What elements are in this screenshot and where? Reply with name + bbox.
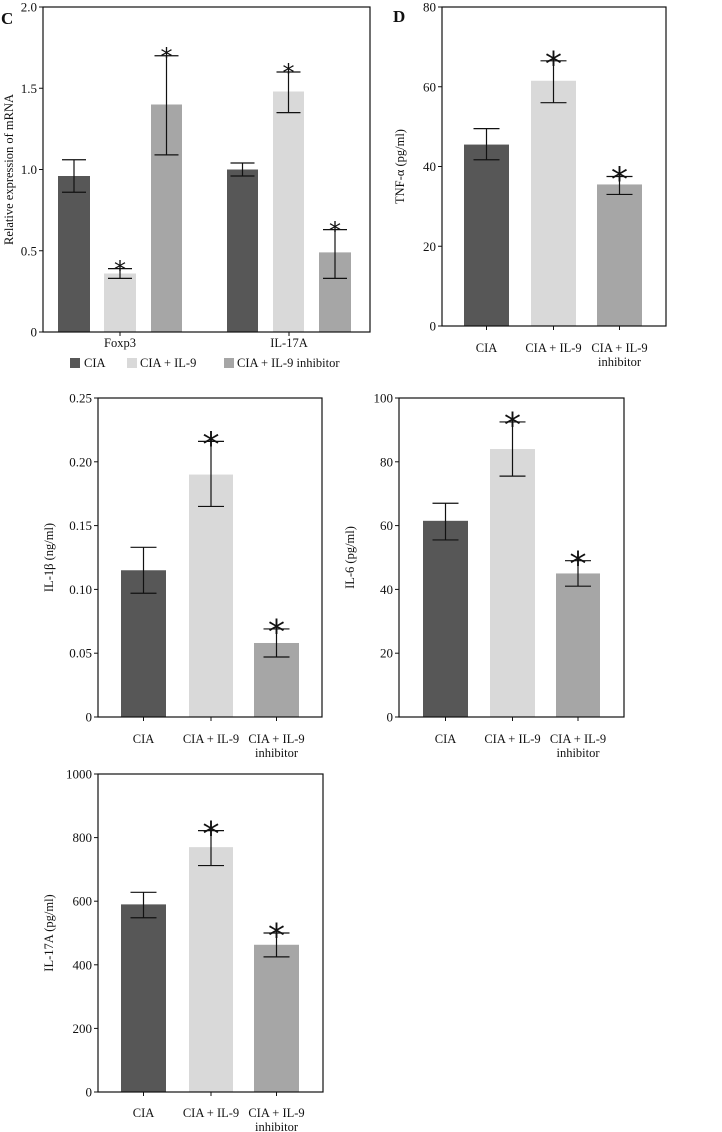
significance-marker: * [283,59,295,87]
x-tick-label: CIA + IL-9 [183,732,239,746]
x-tick-label: Foxp3 [104,336,136,350]
bar [254,944,299,1092]
significance-marker: * [329,217,341,245]
y-tick-label: 0 [86,1085,93,1100]
bar [104,273,136,332]
x-tick-label: CIA [476,341,498,355]
significance-marker: * [268,613,285,653]
plot-frame [97,773,324,1093]
x-tick-label: CIA + IL-9 [248,732,304,746]
legend-swatch [224,358,234,368]
chart-panel-3: CIA*CIA + IL-9*CIA + IL-9inhibitor020406… [343,391,625,760]
x-tick-label: IL-17A [270,336,308,350]
y-tick-label: 0 [387,710,394,725]
x-tick-label: CIA [133,732,155,746]
significance-marker: * [114,256,126,284]
plot-frame [97,397,323,718]
x-tick-label: CIA [133,1106,155,1120]
significance-marker: * [570,544,587,584]
y-tick-label: 60 [423,79,436,94]
bar [490,449,535,717]
y-tick-label: 1000 [66,767,92,782]
y-tick-label: 1.0 [21,162,37,177]
y-tick-label: 400 [73,957,93,972]
legend-label: CIA [84,356,106,370]
y-axis-label: IL-17A (pg/ml) [42,894,56,971]
x-tick-label: CIA + IL-9 [183,1106,239,1120]
legend-swatch [70,358,80,368]
x-tick-label: inhibitor [255,746,299,760]
bar [189,474,233,717]
y-tick-label: 0 [430,319,437,334]
x-tick-label: inhibitor [556,746,600,760]
y-tick-label: 0.15 [69,518,92,533]
x-tick-label: CIA [435,732,457,746]
bar [121,570,166,717]
legend-swatch [127,358,137,368]
panel-label: C [1,9,13,28]
plot-frame [398,397,625,718]
significance-marker: * [203,425,220,465]
y-tick-label: 60 [380,518,393,533]
x-tick-label: CIA + IL-9 [484,732,540,746]
x-tick-label: inhibitor [255,1120,299,1132]
bar [227,169,258,332]
bar [189,847,233,1092]
panel-label: D [393,7,405,26]
y-tick-label: 0.25 [69,391,92,406]
y-axis-label: TNF-α (pg/ml) [393,129,407,204]
y-tick-label: 20 [380,646,393,661]
x-tick-label: CIA + IL-9 [591,341,647,355]
legend-label: CIA + IL-9 [140,356,196,370]
y-axis-label: IL-1β (ng/ml) [42,523,56,592]
y-tick-label: 40 [423,159,436,174]
bar [531,80,576,326]
bar [58,176,90,332]
x-tick-label: CIA + IL-9 [550,732,606,746]
y-tick-label: 0.10 [69,582,92,597]
y-axis-label: Relative expression of mRNA [2,94,16,245]
y-tick-label: 100 [374,391,394,406]
bar [273,91,304,332]
y-tick-label: 0 [31,325,38,340]
bar [121,904,166,1092]
y-tick-label: 80 [380,454,393,469]
y-tick-label: 0.05 [69,646,92,661]
bar [556,573,600,717]
x-tick-label: CIA + IL-9 [248,1106,304,1120]
significance-marker: * [203,814,220,854]
significance-marker: * [504,406,521,446]
chart-panel-0: C * * * * Foxp3 IL-17A CIA CIA + IL-9 CIA + IL-9 … [1,0,371,370]
y-tick-label: 80 [423,0,436,15]
significance-marker: * [611,160,628,200]
y-tick-label: 0 [86,710,93,725]
y-tick-label: 600 [73,894,93,909]
y-tick-label: 1.5 [21,81,37,96]
bar [597,184,642,326]
y-tick-label: 2.0 [21,0,37,15]
chart-panel-4: CIA*CIA + IL-9*CIA + IL-9inhibitor020040… [42,767,324,1132]
y-tick-label: 0.20 [69,454,92,469]
bar [464,144,509,326]
y-axis-label: IL-6 (pg/ml) [343,526,357,589]
x-tick-label: CIA + IL-9 [525,341,581,355]
y-tick-label: 0.5 [21,243,37,258]
significance-marker: * [161,43,173,71]
bar [423,520,468,717]
y-tick-label: 200 [73,1021,93,1036]
significance-marker: * [268,917,285,957]
x-tick-label: inhibitor [598,355,642,369]
legend-label: CIA + IL-9 inhibitor [237,356,340,370]
chart-panel-2: CIA*CIA + IL-9*CIA + IL-9inhibitor00.050… [42,391,323,760]
y-tick-label: 20 [423,239,436,254]
y-tick-label: 40 [380,582,393,597]
y-tick-label: 800 [73,830,93,845]
significance-marker: * [545,45,562,85]
